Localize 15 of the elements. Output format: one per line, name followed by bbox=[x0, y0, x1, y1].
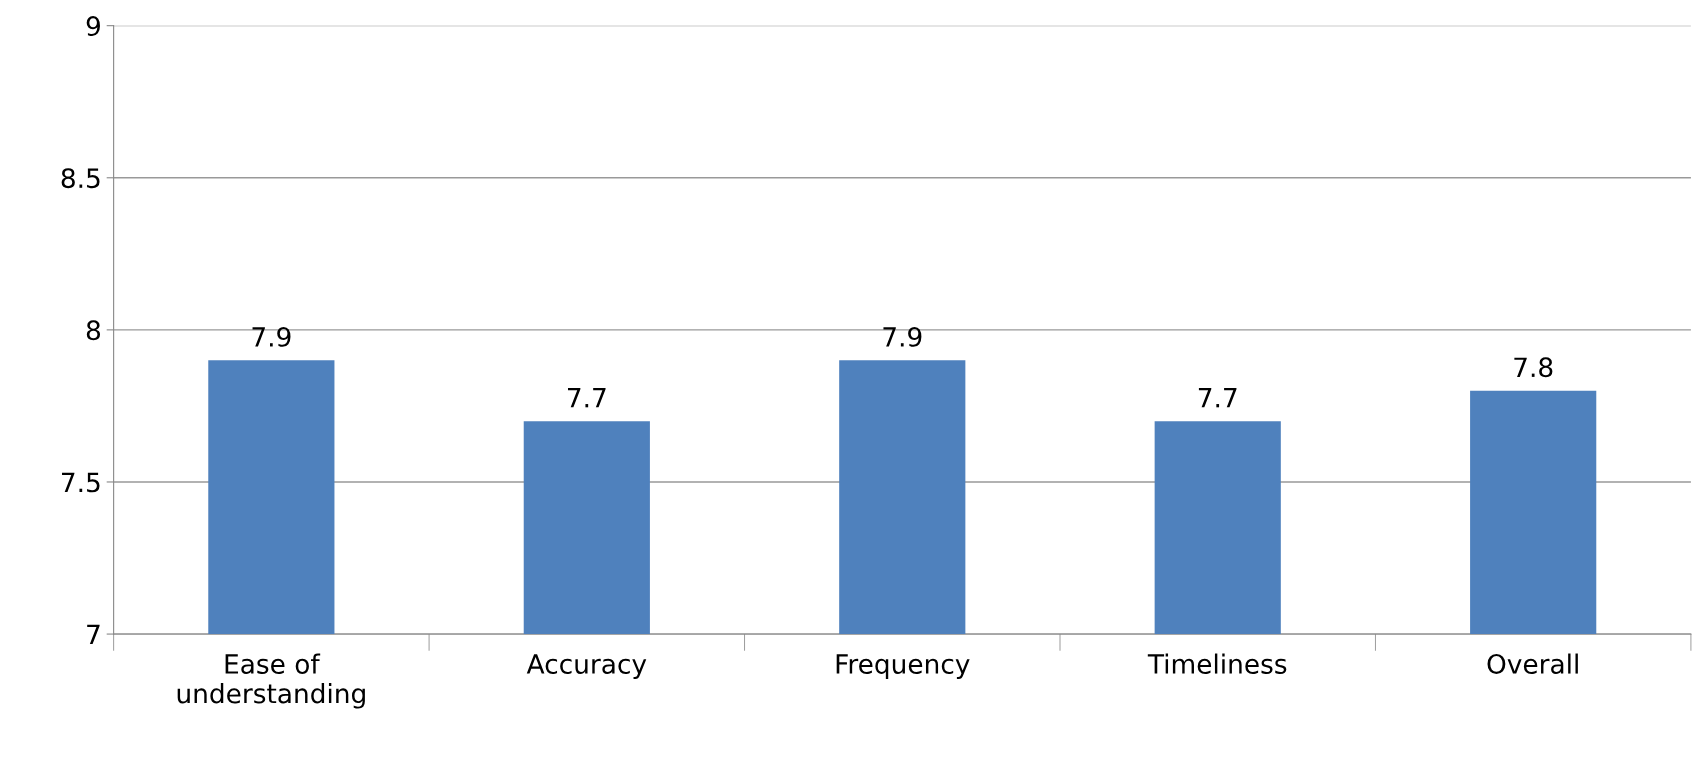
data-label: 7.7 bbox=[568, 388, 606, 408]
data-label: 7.9 bbox=[883, 326, 922, 347]
data-label: 7.9 bbox=[252, 326, 291, 347]
y-tick-label: 7.5 bbox=[62, 472, 100, 493]
y-tick-label: 8.5 bbox=[61, 168, 100, 189]
x-tick-label: Ease of understanding bbox=[177, 653, 365, 709]
data-label: 7.8 bbox=[1514, 357, 1553, 378]
y-tick-label: 8 bbox=[86, 320, 101, 341]
x-tick-label: Frequency bbox=[836, 654, 970, 680]
x-tick-label: Accuracy bbox=[526, 654, 647, 680]
data-label: 7.7 bbox=[1198, 388, 1237, 408]
x-tick-label: Timeliness bbox=[1147, 653, 1287, 674]
x-tick-label: Overall bbox=[1487, 653, 1578, 674]
y-tick-label: 7 bbox=[87, 624, 100, 645]
y-tick-label: 9 bbox=[86, 16, 100, 37]
